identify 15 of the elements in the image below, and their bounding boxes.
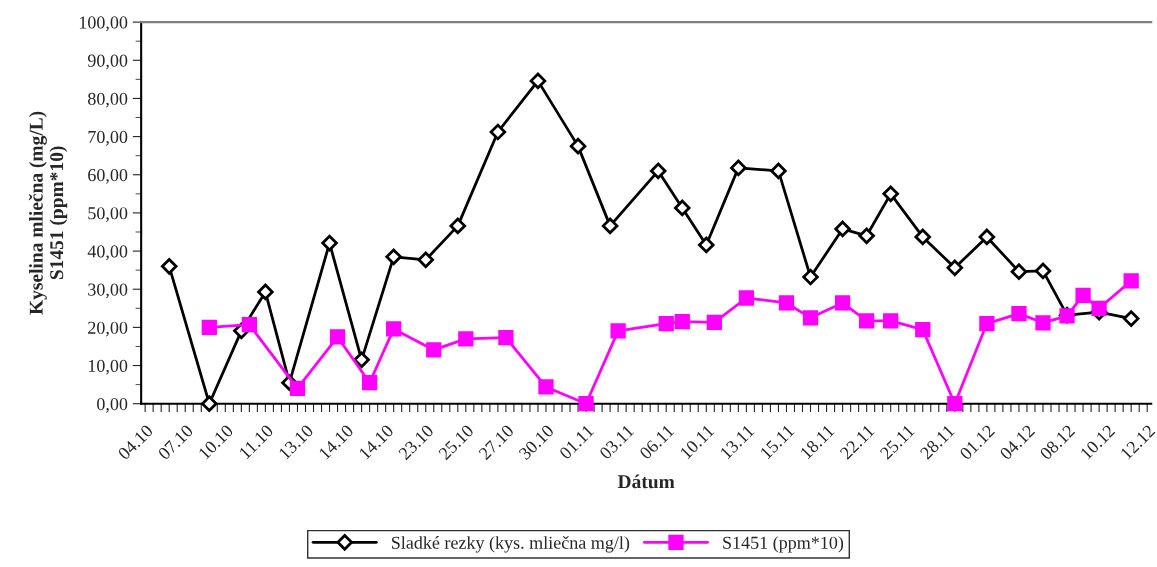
y-axis-title: Kyselina mliečna (mg/L) S1451 (ppm*10): [28, 111, 68, 315]
y-tick-label: 90,00: [87, 54, 128, 70]
y-tick-label: 0,00: [97, 397, 128, 413]
y-tick-label: 80,00: [88, 92, 128, 108]
x-axis-title: Dátum: [617, 474, 675, 489]
y-tick-label: 40,00: [87, 245, 128, 261]
legend-label: Sladké rezky (kys. mliečna mg/l): [391, 536, 630, 553]
y-tick-label: 20,00: [88, 321, 128, 337]
y-tick-label: 70,00: [88, 130, 128, 146]
y-tick-label: 10,00: [88, 359, 128, 375]
y-tick-label: 100,00: [79, 16, 128, 32]
y-tick-label: 50,00: [88, 207, 128, 222]
legend-label: S1451 (ppm*10): [723, 536, 844, 553]
y-tick-label: 30,00: [88, 283, 128, 299]
y-tick-label: 60,00: [88, 169, 128, 184]
